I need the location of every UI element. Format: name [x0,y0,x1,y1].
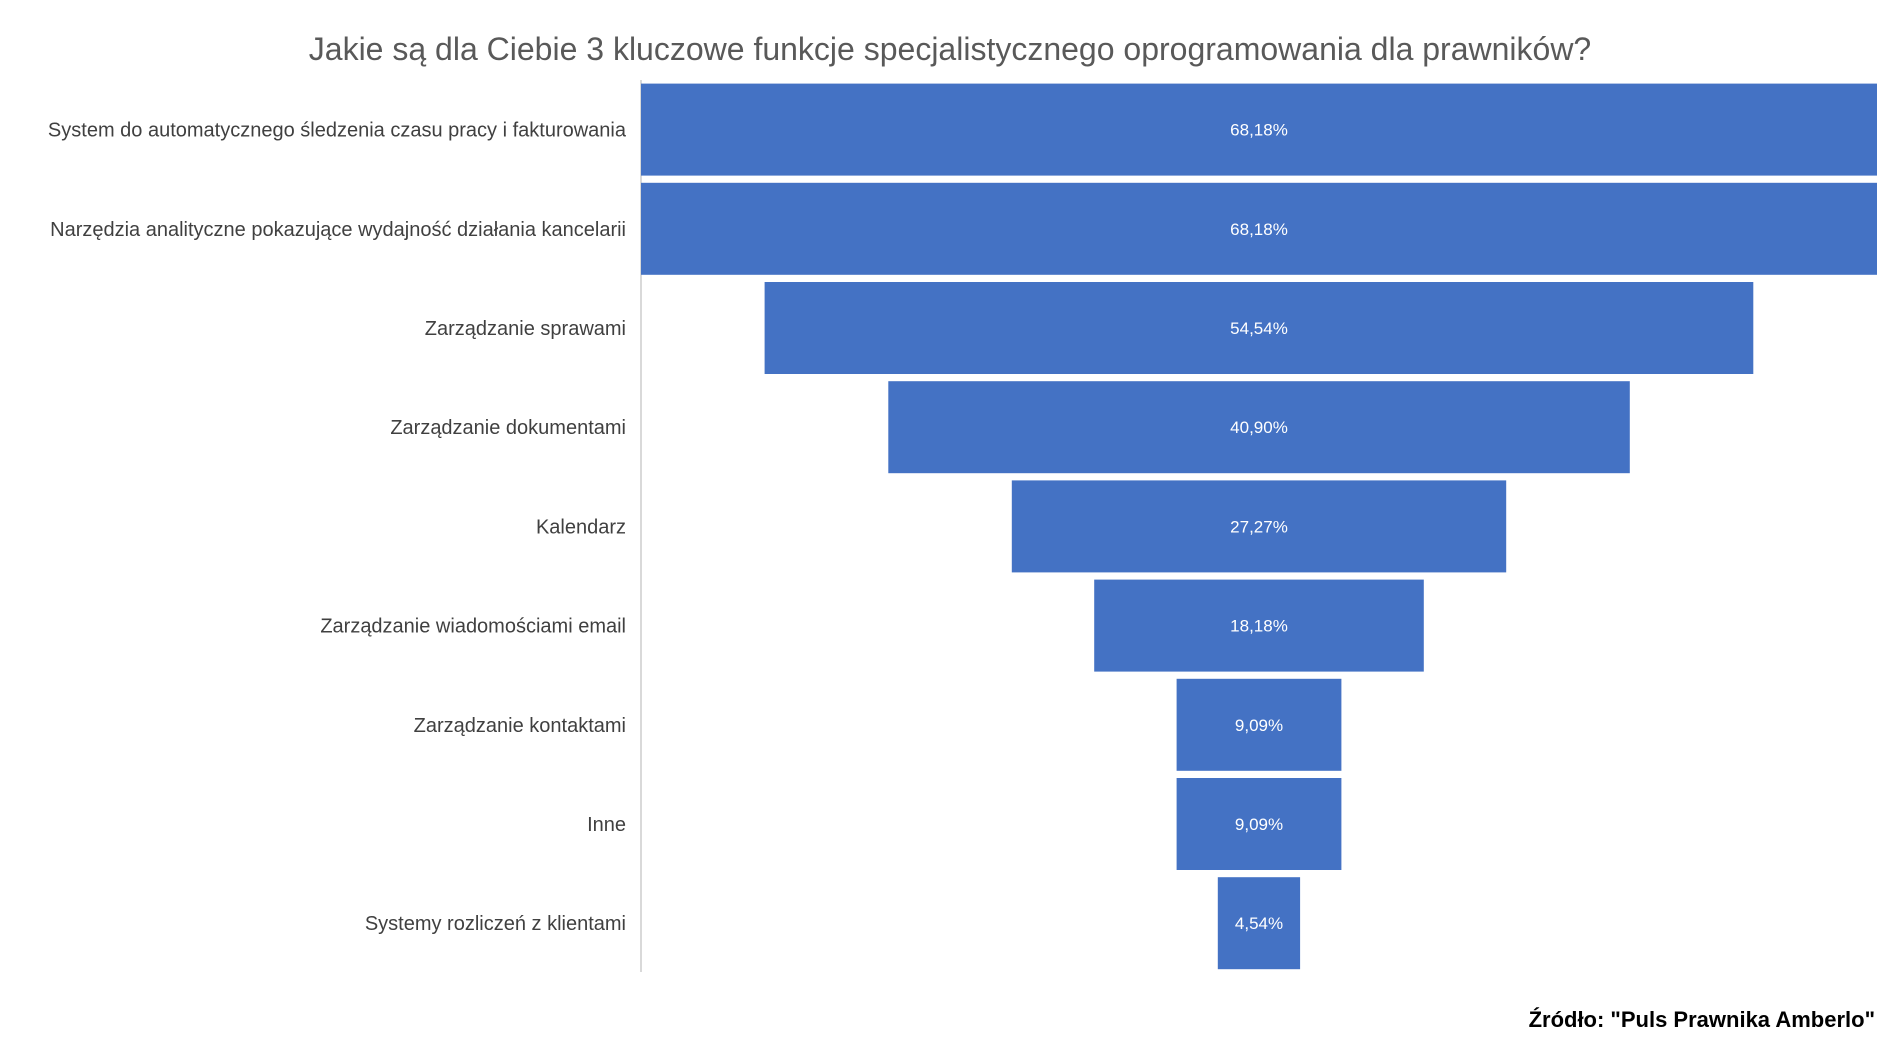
bar-value-label: 9,09% [1235,815,1283,834]
funnel-bar [888,381,1630,474]
source-label: Źródło: "Puls Prawnika Amberlo" [1529,1007,1875,1032]
category-label: Inne [587,814,626,836]
category-label: Zarządzanie kontaktami [414,715,626,737]
funnel-bar [764,282,1754,374]
funnel-bar [1011,480,1507,573]
funnel-bar [1094,579,1424,672]
category-label: Zarządzanie sprawami [425,318,626,340]
bar-value-label: 27,27% [1230,517,1288,536]
value-labels-group: 68,18% 68,18% 54,54% 40,90% 27,27% 18,18% 9,09… [1230,121,1288,934]
category-label: Zarządzanie wiadomościami email [320,616,626,638]
bar-value-label: 68,18% [1230,121,1288,140]
category-label: System do automatycznego śledzenia czasu… [48,120,627,142]
category-labels-group: System do automatycznego śledzenia czasu… [48,120,627,936]
funnel-bar [641,182,1877,275]
bars-group [641,83,1877,970]
funnel-bar [1217,877,1301,970]
chart-title: Jakie są dla Ciebie 3 kluczowe funkcje s… [309,31,1591,67]
bar-value-label: 9,09% [1235,716,1283,735]
bar-value-label: 4,54% [1235,914,1283,933]
bar-value-label: 68,18% [1230,220,1288,239]
bar-value-label: 18,18% [1230,617,1288,636]
funnel-bar [641,83,1877,176]
funnel-bar [1176,678,1342,771]
category-label: Zarządzanie dokumentami [390,417,626,439]
bar-value-label: 54,54% [1230,319,1288,338]
category-label: Kalendarz [536,516,626,538]
bar-value-label: 40,90% [1230,418,1288,437]
category-label: Narzędzia analityczne pokazujące wydajno… [50,219,626,241]
funnel-bar [1176,778,1342,870]
category-label: Systemy rozliczeń z klientami [365,913,626,935]
